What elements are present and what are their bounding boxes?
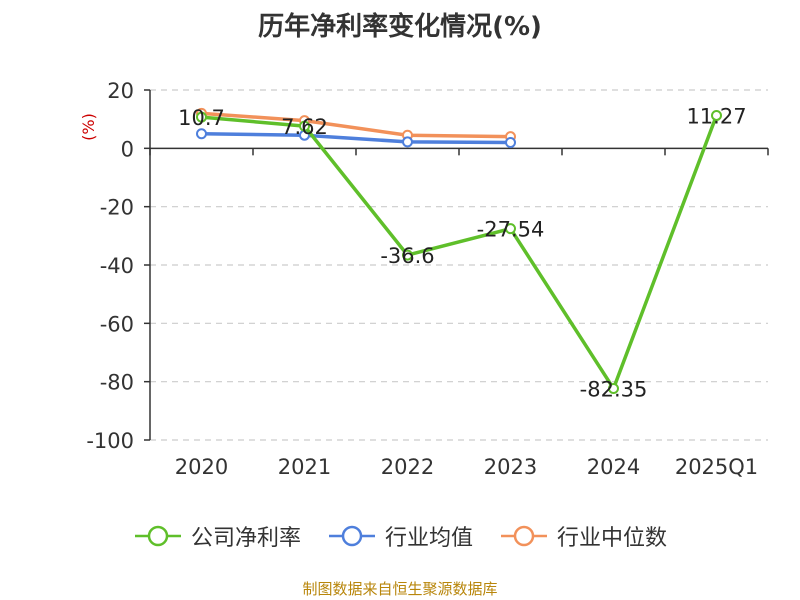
y-tick-label: -20 [100, 196, 134, 220]
chart-title: 历年净利率变化情况(%) [258, 12, 542, 42]
y-tick-label: -40 [100, 254, 134, 278]
x-tick-label: 2025Q1 [675, 455, 758, 479]
data-label: 7.62 [281, 115, 328, 139]
x-tick-label: 2020 [175, 455, 228, 479]
series-line-2 [201, 111, 511, 139]
legend-label: 公司净利率 [190, 526, 301, 551]
x-tick-label: 2021 [278, 455, 331, 479]
x-tick-label: 2024 [587, 455, 640, 479]
x-tick-label: 2023 [484, 455, 537, 479]
y-tick-label: 0 [121, 137, 134, 161]
legend-label: 行业均值 [384, 526, 473, 551]
data-point-1 [402, 136, 413, 148]
series-line-1 [201, 132, 511, 145]
y-tick-label: 20 [107, 79, 134, 103]
y-axis-label: (%) [79, 113, 98, 141]
data-point-0 [299, 120, 310, 132]
data-point-0 [711, 109, 722, 121]
legend-item[interactable]: 行业中位数 [499, 520, 667, 552]
data-label: -27.54 [477, 218, 545, 242]
legend-item[interactable]: 行业均值 [327, 520, 473, 552]
legend: 公司净利率 行业均值 行业中位数 [0, 520, 800, 552]
source-note: 制图数据来自恒生聚源数据库 [302, 580, 498, 598]
series-line-0 [201, 114, 719, 391]
legend-swatch [501, 525, 547, 547]
y-tick-label: -100 [86, 429, 134, 453]
data-label: -82.35 [580, 378, 648, 402]
y-tick-label: -60 [100, 312, 134, 336]
data-point-0 [608, 383, 619, 395]
legend-swatch [134, 525, 181, 547]
legend-swatch [328, 525, 375, 547]
x-tick-label: 2022 [381, 455, 434, 479]
data-point-0 [402, 249, 413, 261]
data-point-1 [196, 128, 207, 140]
data-point-0 [505, 223, 516, 235]
data-point-1 [505, 137, 516, 148]
data-label: 10.7 [178, 106, 225, 130]
data-point-0 [196, 111, 207, 123]
data-label: 11.27 [686, 104, 746, 128]
data-label: -36.6 [380, 244, 434, 268]
legend-label: 行业中位数 [557, 526, 668, 551]
y-tick-label: -80 [100, 371, 134, 395]
legend-item[interactable]: 公司净利率 [133, 520, 301, 552]
